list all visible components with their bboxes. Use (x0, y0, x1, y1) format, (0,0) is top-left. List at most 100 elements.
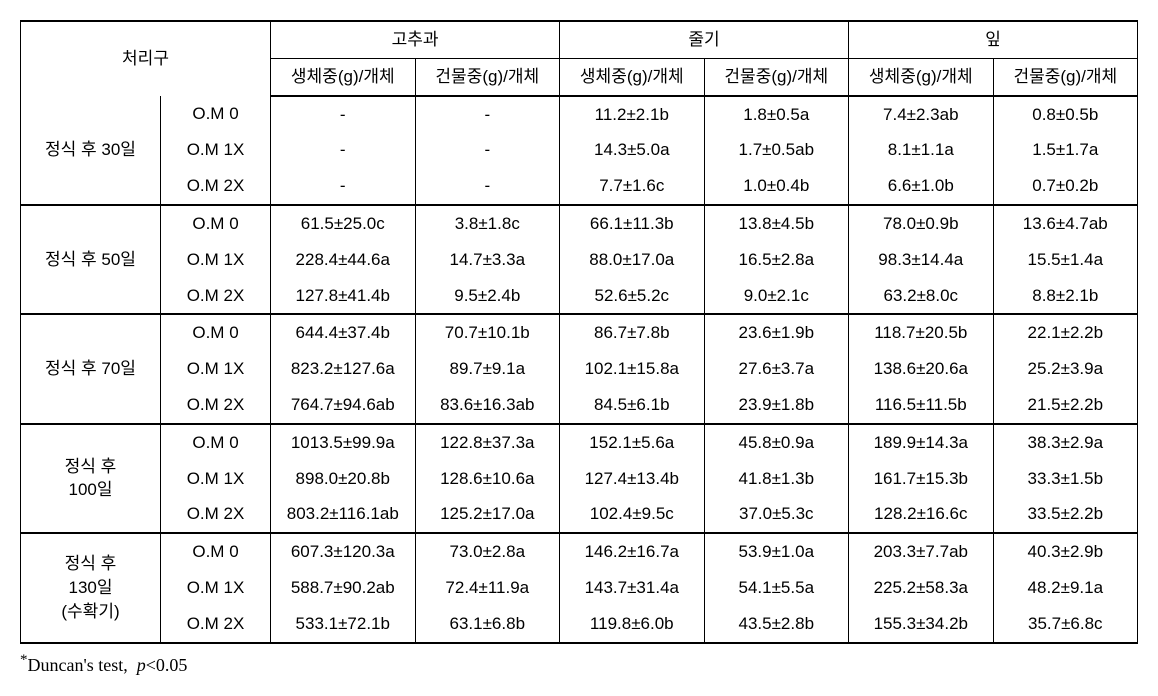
header-group-leaf: 잎 (849, 21, 1138, 58)
value-cell: 48.2±9.1a (993, 570, 1138, 606)
value-cell: 84.5±6.1b (560, 387, 705, 424)
value-cell: 14.3±5.0a (560, 132, 705, 168)
value-cell: 61.5±25.0c (271, 205, 416, 242)
table-row: 정식 후 30일O.M 0--11.2±2.1b1.8±0.5a7.4±2.3a… (21, 96, 1138, 133)
value-cell: 125.2±17.0a (415, 496, 560, 533)
data-table: 처리구 고추과 줄기 잎 생체중(g)/개체 건물중(g)/개체 생체중(g)/… (20, 20, 1138, 644)
value-cell: 0.7±0.2b (993, 168, 1138, 205)
value-cell: 155.3±34.2b (849, 606, 994, 643)
value-cell: 73.0±2.8a (415, 533, 560, 570)
treatment-cell: O.M 0 (161, 96, 271, 133)
value-cell: 52.6±5.2c (560, 278, 705, 315)
value-cell: 66.1±11.3b (560, 205, 705, 242)
value-cell: 143.7±31.4a (560, 570, 705, 606)
value-cell: 6.6±1.0b (849, 168, 994, 205)
value-cell: 1013.5±99.9a (271, 424, 416, 461)
treatment-cell: O.M 0 (161, 314, 271, 351)
value-cell: - (271, 168, 416, 205)
table-row: 정식 후130일(수확기)O.M 0607.3±120.3a73.0±2.8a1… (21, 533, 1138, 570)
table-header: 처리구 고추과 줄기 잎 생체중(g)/개체 건물중(g)/개체 생체중(g)/… (21, 21, 1138, 96)
value-cell: 1.5±1.7a (993, 132, 1138, 168)
value-cell: 122.8±37.3a (415, 424, 560, 461)
value-cell: 533.1±72.1b (271, 606, 416, 643)
table-row: O.M 1X823.2±127.6a89.7±9.1a102.1±15.8a27… (21, 351, 1138, 387)
value-cell: 63.2±8.0c (849, 278, 994, 315)
value-cell: 23.9±1.8b (704, 387, 849, 424)
value-cell: 1.8±0.5a (704, 96, 849, 133)
value-cell: 146.2±16.7a (560, 533, 705, 570)
value-cell: 116.5±11.5b (849, 387, 994, 424)
value-cell: 644.4±37.4b (271, 314, 416, 351)
value-cell: 128.6±10.6a (415, 461, 560, 497)
value-cell: 588.7±90.2ab (271, 570, 416, 606)
value-cell: 78.0±0.9b (849, 205, 994, 242)
value-cell: 43.5±2.8b (704, 606, 849, 643)
value-cell: 0.8±0.5b (993, 96, 1138, 133)
value-cell: 83.6±16.3ab (415, 387, 560, 424)
treatment-cell: O.M 2X (161, 387, 271, 424)
value-cell: 225.2±58.3a (849, 570, 994, 606)
treatment-cell: O.M 1X (161, 461, 271, 497)
value-cell: 898.0±20.8b (271, 461, 416, 497)
value-cell: 23.6±1.9b (704, 314, 849, 351)
treatment-cell: O.M 1X (161, 570, 271, 606)
value-cell: 22.1±2.2b (993, 314, 1138, 351)
value-cell: 118.7±20.5b (849, 314, 994, 351)
value-cell: 14.7±3.3a (415, 242, 560, 278)
value-cell: 35.7±6.8c (993, 606, 1138, 643)
value-cell: 3.8±1.8c (415, 205, 560, 242)
treatment-cell: O.M 0 (161, 424, 271, 461)
header-stem-fresh: 생체중(g)/개체 (560, 58, 705, 95)
value-cell: 11.2±2.1b (560, 96, 705, 133)
value-cell: 1.7±0.5ab (704, 132, 849, 168)
table-row: O.M 2X--7.7±1.6c1.0±0.4b6.6±1.0b0.7±0.2b (21, 168, 1138, 205)
table-row: 정식 후 50일O.M 061.5±25.0c3.8±1.8c66.1±11.3… (21, 205, 1138, 242)
footnote-symbol: * (20, 652, 28, 668)
value-cell: - (415, 168, 560, 205)
value-cell: 37.0±5.3c (704, 496, 849, 533)
treatment-cell: O.M 1X (161, 132, 271, 168)
value-cell: 54.1±5.5a (704, 570, 849, 606)
value-cell: 128.2±16.6c (849, 496, 994, 533)
value-cell: 102.1±15.8a (560, 351, 705, 387)
value-cell: 45.8±0.9a (704, 424, 849, 461)
header-stem-dry: 건물중(g)/개체 (704, 58, 849, 95)
table-row: O.M 1X588.7±90.2ab72.4±11.9a143.7±31.4a5… (21, 570, 1138, 606)
header-group-stem: 줄기 (560, 21, 849, 58)
value-cell: 823.2±127.6a (271, 351, 416, 387)
value-cell: 27.6±3.7a (704, 351, 849, 387)
table-row: O.M 2X127.8±41.4b9.5±2.4b52.6±5.2c9.0±2.… (21, 278, 1138, 315)
value-cell: 38.3±2.9a (993, 424, 1138, 461)
table-row: O.M 1X--14.3±5.0a1.7±0.5ab8.1±1.1a1.5±1.… (21, 132, 1138, 168)
header-pepper-dry: 건물중(g)/개체 (415, 58, 560, 95)
value-cell: - (415, 96, 560, 133)
value-cell: 7.7±1.6c (560, 168, 705, 205)
value-cell: 89.7±9.1a (415, 351, 560, 387)
period-label: 정식 후 70일 (21, 314, 161, 423)
treatment-cell: O.M 0 (161, 205, 271, 242)
value-cell: 33.5±2.2b (993, 496, 1138, 533)
table-row: 정식 후 70일O.M 0644.4±37.4b70.7±10.1b86.7±7… (21, 314, 1138, 351)
value-cell: 8.8±2.1b (993, 278, 1138, 315)
footnote-p: p (137, 655, 146, 675)
period-label: 정식 후 30일 (21, 96, 161, 205)
value-cell: 16.5±2.8a (704, 242, 849, 278)
value-cell: 189.9±14.3a (849, 424, 994, 461)
value-cell: 138.6±20.6a (849, 351, 994, 387)
table-row: O.M 1X898.0±20.8b128.6±10.6a127.4±13.4b4… (21, 461, 1138, 497)
value-cell: 7.4±2.3ab (849, 96, 994, 133)
footnote-pval: <0.05 (146, 655, 188, 675)
value-cell: 119.8±6.0b (560, 606, 705, 643)
period-label: 정식 후 50일 (21, 205, 161, 314)
value-cell: - (271, 132, 416, 168)
value-cell: 127.8±41.4b (271, 278, 416, 315)
value-cell: 13.8±4.5b (704, 205, 849, 242)
header-treatment: 처리구 (21, 21, 271, 96)
value-cell: 40.3±2.9b (993, 533, 1138, 570)
table-row: O.M 2X764.7±94.6ab83.6±16.3ab84.5±6.1b23… (21, 387, 1138, 424)
header-leaf-fresh: 생체중(g)/개체 (849, 58, 994, 95)
header-pepper-fresh: 생체중(g)/개체 (271, 58, 416, 95)
value-cell: 13.6±4.7ab (993, 205, 1138, 242)
treatment-cell: O.M 1X (161, 242, 271, 278)
value-cell: 41.8±1.3b (704, 461, 849, 497)
